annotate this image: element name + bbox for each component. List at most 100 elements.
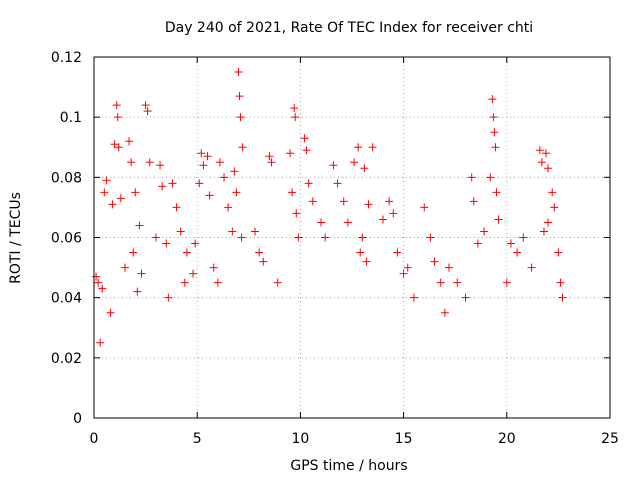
data-point [527, 263, 536, 272]
data-point [250, 227, 259, 236]
data-point [409, 293, 418, 302]
data-point [213, 278, 222, 287]
data-point [100, 188, 109, 197]
x-tick-label: 5 [193, 431, 202, 447]
data-point [539, 227, 548, 236]
data-point [440, 308, 449, 317]
data-point [519, 233, 528, 242]
chart-title: Day 240 of 2021, Rate Of TEC Index for r… [165, 20, 533, 36]
data-point [96, 338, 105, 347]
data-point [172, 203, 181, 212]
data-point [133, 287, 142, 296]
data-point [492, 188, 501, 197]
x-tick-label: 20 [498, 431, 516, 447]
data-point [158, 182, 167, 191]
data-point [556, 278, 565, 287]
data-point [544, 164, 553, 173]
data-point [215, 158, 224, 167]
data-point [317, 218, 326, 227]
data-point [191, 239, 200, 248]
data-point [151, 233, 160, 242]
data-point [469, 197, 478, 206]
data-point [537, 158, 546, 167]
data-point [189, 269, 198, 278]
data-point [389, 209, 398, 218]
data-point [265, 152, 274, 161]
data-point [430, 257, 439, 266]
data-point [224, 203, 233, 212]
grid-lines [94, 57, 610, 418]
y-tick-label: 0.06 [51, 231, 82, 247]
data-point [176, 227, 185, 236]
data-point [228, 227, 237, 236]
data-point [209, 263, 218, 272]
data-point [131, 188, 140, 197]
data-point [339, 197, 348, 206]
data-point [304, 179, 313, 188]
y-tick-label: 0 [73, 411, 82, 427]
data-point [445, 263, 454, 272]
data-point [259, 257, 268, 266]
data-point [236, 113, 245, 122]
data-point [267, 158, 276, 167]
data-point [235, 92, 244, 101]
data-point [110, 140, 119, 149]
data-point [321, 233, 330, 242]
data-point [294, 233, 303, 242]
data-point [197, 149, 206, 158]
data-point [290, 104, 299, 113]
data-point [127, 158, 136, 167]
data-point [308, 197, 317, 206]
data-point [300, 134, 309, 143]
data-point [473, 239, 482, 248]
data-point [554, 248, 563, 257]
data-point [234, 68, 243, 77]
data-point [116, 194, 125, 203]
data-point [550, 203, 559, 212]
data-point [114, 143, 123, 152]
data-point [125, 137, 134, 146]
data-point [358, 233, 367, 242]
data-point [129, 248, 138, 257]
data-point [106, 308, 115, 317]
data-point [506, 239, 515, 248]
y-tick-label: 0.02 [51, 351, 82, 367]
data-point [255, 248, 264, 257]
data-point [548, 188, 557, 197]
data-point [420, 203, 429, 212]
data-point [180, 278, 189, 287]
data-point [162, 239, 171, 248]
data-point [461, 293, 470, 302]
data-point [362, 257, 371, 266]
data-point [102, 176, 111, 185]
data-point [291, 113, 300, 122]
data-point [491, 143, 500, 152]
data-point [120, 263, 129, 272]
data-point [426, 233, 435, 242]
y-tick-label: 0.1 [60, 110, 82, 126]
y-tick-labels: 0 0.02 0.04 0.06 0.08 0.1 0.12 [51, 50, 82, 427]
data-point [453, 278, 462, 287]
data-point [393, 248, 402, 257]
data-point [141, 101, 150, 110]
data-point [333, 179, 342, 188]
data-point [356, 248, 365, 257]
data-point [238, 143, 247, 152]
data-point [137, 269, 146, 278]
y-axis-label: ROTI / TECUs [8, 192, 24, 284]
axis-ticks [93, 56, 611, 419]
data-point [145, 158, 154, 167]
data-point [205, 191, 214, 200]
data-point [168, 179, 177, 188]
data-point [403, 263, 412, 272]
y-tick-label: 0.08 [51, 170, 82, 186]
data-point [135, 221, 144, 230]
data-point [489, 113, 498, 122]
data-point [513, 248, 522, 257]
y-tick-label: 0.04 [51, 291, 82, 307]
data-point [237, 233, 246, 242]
plot-frame [93, 56, 611, 419]
data-point [156, 161, 165, 170]
x-tick-label: 15 [395, 431, 413, 447]
